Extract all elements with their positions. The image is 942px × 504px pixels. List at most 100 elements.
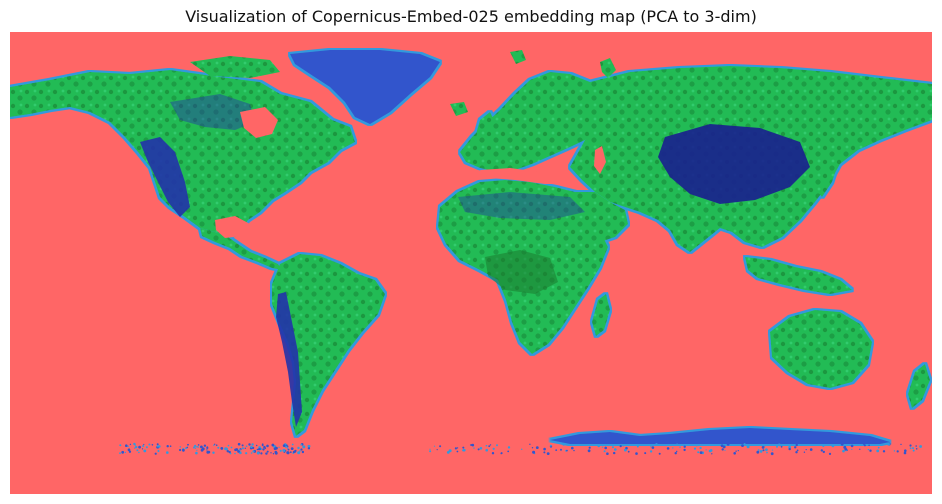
sea-ice-dot [566, 449, 568, 452]
australia [770, 310, 872, 388]
sea-ice-dot [307, 444, 310, 448]
sea-ice-dot [187, 443, 189, 446]
sea-ice-dot [635, 452, 638, 455]
british-isles [476, 112, 496, 144]
sea-ice-dot [803, 451, 806, 453]
sea-ice-dot [273, 447, 277, 451]
sea-ice-dot [433, 445, 436, 447]
sea-ice-dot [125, 444, 128, 448]
sea-ice-dot [741, 444, 744, 447]
sea-ice-dot [764, 445, 766, 447]
sea-ice-dot [859, 448, 861, 450]
sea-ice-dot [759, 450, 763, 453]
sea-ice-dot [213, 444, 215, 446]
sea-ice-dot [796, 449, 799, 452]
sea-ice-dot [473, 447, 475, 449]
sea-ice-dot [521, 448, 523, 450]
sea-ice-dot [252, 450, 255, 453]
sea-ice-dot [179, 448, 182, 452]
sea-ice-dot [868, 444, 870, 447]
sea-ice-dot [429, 448, 431, 450]
sea-ice-dot [195, 451, 198, 455]
sea-ice-dot [212, 451, 215, 454]
sea-ice-dot [142, 445, 145, 447]
sea-ice-dot [206, 449, 208, 451]
sea-ice-dot [724, 449, 726, 451]
sea-ice-dot [138, 445, 142, 449]
sea-ice-dot [649, 450, 653, 453]
sea-ice-dot [721, 448, 724, 451]
sea-ice-dot [182, 448, 185, 452]
sea-ice-dot [127, 445, 129, 448]
sea-ice-dot [286, 451, 290, 455]
highland-overlay [140, 94, 810, 427]
sea-ice-dot [297, 451, 301, 455]
sea-ice-dot [735, 450, 737, 452]
sea-ice-dot [683, 445, 686, 448]
sea-ice-dot [597, 444, 600, 448]
sea-ice-dot [448, 449, 452, 453]
sea-ice-dot [822, 444, 825, 447]
sea-ice-dot [214, 443, 216, 445]
sea-ice-dot [287, 448, 290, 451]
sea-ice-dot [543, 447, 546, 451]
sea-ice-dot [278, 446, 280, 448]
sea-ice-dot [726, 442, 730, 446]
sea-ice-dot [262, 448, 265, 451]
sea-ice-dot [245, 445, 248, 448]
sea-ice-dot [234, 452, 236, 455]
sea-ice-dot [261, 444, 264, 447]
sea-ice-dot [290, 447, 294, 450]
inland-water [215, 107, 606, 238]
sea-ice-dot [573, 449, 575, 452]
sea-ice-dot [535, 446, 539, 449]
sea-ice-dot [756, 444, 758, 446]
sea-ice-dot [869, 449, 872, 452]
sea-ice-dot [695, 444, 698, 447]
sea-ice-dot [651, 446, 655, 449]
sea-ice-dot [562, 443, 565, 446]
sea-ice-dot [571, 446, 574, 450]
europe [460, 72, 622, 172]
sea-ice-dot [762, 449, 765, 452]
sea-ice-dot [179, 446, 181, 448]
sea-ice-dot [845, 450, 847, 452]
sea-ice-dot [650, 446, 652, 448]
sea-ice-dot [805, 449, 807, 451]
sea-ice-dot [863, 444, 866, 447]
sea-ice-dot [439, 445, 442, 448]
sea-ice-dot [788, 447, 791, 451]
rockies-highland [140, 137, 190, 217]
sea-ice-dot [166, 451, 169, 454]
sea-ice-dot [446, 451, 450, 454]
sea-ice-dot [679, 446, 681, 448]
sea-ice-dot [904, 449, 907, 453]
sea-ice-dot [166, 445, 169, 448]
sea-ice-dot [903, 451, 907, 455]
sea-ice-dot [674, 452, 677, 455]
congo-band [485, 250, 558, 294]
sea-ice-dot [297, 446, 300, 450]
sea-ice-dot [193, 446, 195, 449]
sea-ice-dot [289, 451, 292, 454]
sea-ice-dot [237, 442, 241, 446]
sea-ice-dot [119, 452, 121, 455]
sea-ice-dot [757, 449, 760, 451]
sea-ice-dot [636, 445, 639, 448]
sea-ice-dot [272, 453, 275, 455]
antarctica [550, 428, 890, 444]
sea-ice-dot [867, 448, 870, 451]
sea-ice-dot [136, 449, 139, 452]
sea-ice-dot [127, 448, 131, 452]
sea-ice-dot [241, 447, 244, 450]
sea-ice-dot [699, 446, 702, 450]
sea-ice-dot [151, 444, 154, 446]
sea-ice-dot [266, 444, 269, 448]
sea-ice-dot [194, 444, 197, 447]
sea-ice-dot [820, 449, 823, 452]
sea-ice-dot [134, 447, 136, 449]
sea-ice-dot [229, 452, 232, 455]
sea-ice-dot [720, 444, 724, 448]
sea-ice-dot [587, 449, 591, 453]
sea-ice-dot [699, 451, 703, 454]
